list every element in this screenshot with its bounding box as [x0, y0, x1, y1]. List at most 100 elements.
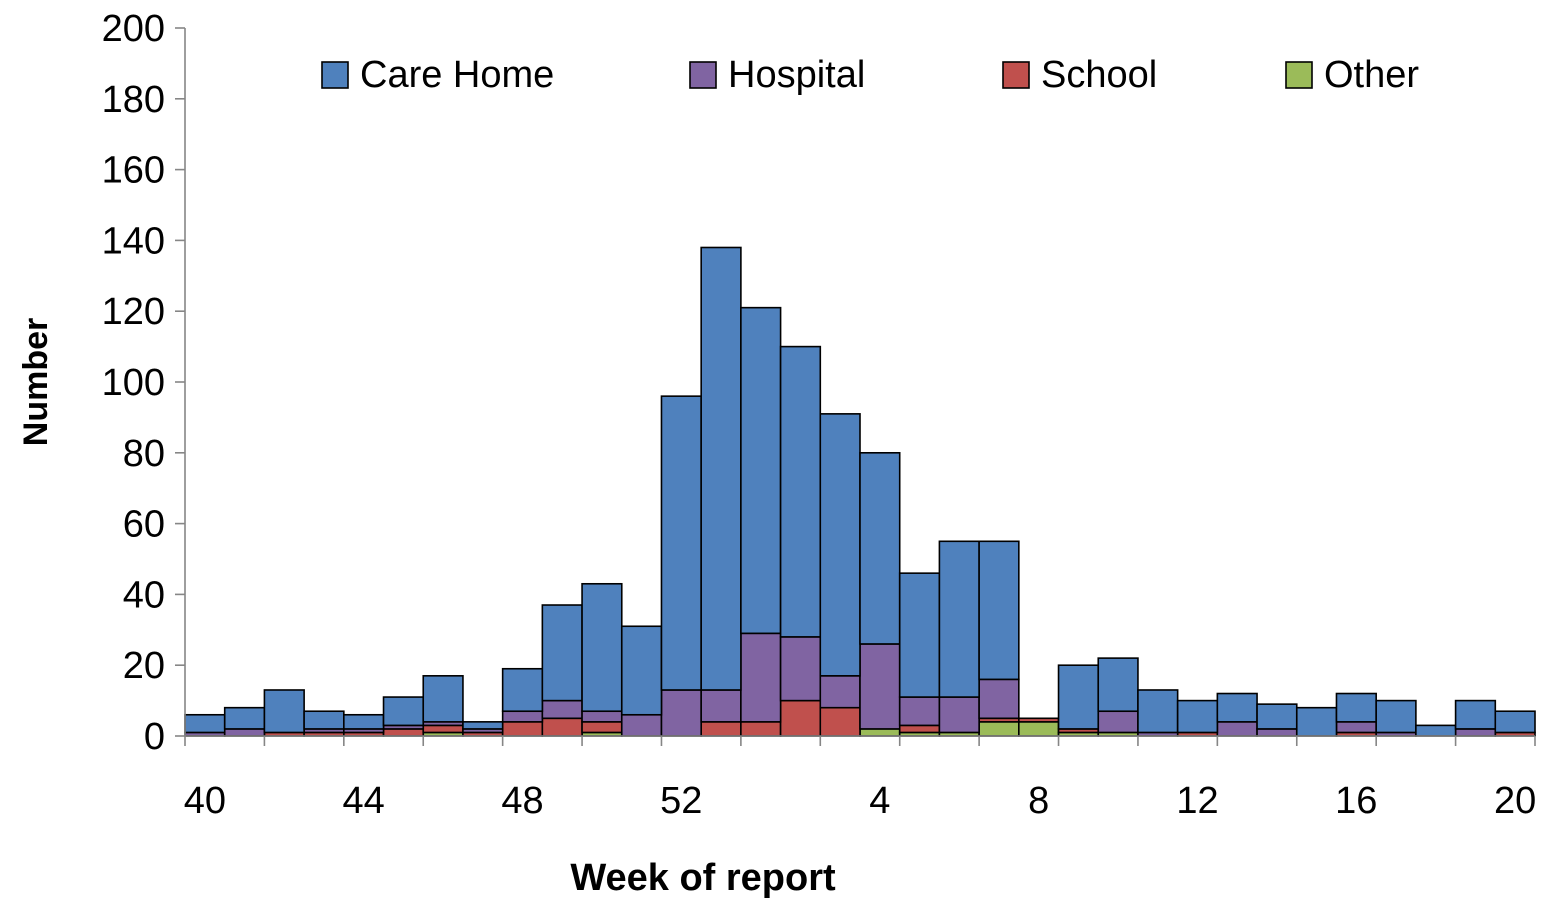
bar-care-home-11: [1137, 689, 1179, 734]
y-tick-label: 200: [102, 8, 165, 50]
bar-care-home-7: [978, 540, 1020, 681]
legend-label-care-home: Care Home: [360, 54, 554, 96]
bar-school-45: [382, 728, 425, 737]
bar-hospital-2: [779, 636, 822, 702]
bar-hospital-41: [223, 728, 266, 737]
legend-label-hospital: Hospital: [728, 54, 865, 96]
x-tick-label: 48: [501, 780, 543, 822]
y-tick-label: 80: [123, 433, 165, 475]
legend: Care Home Hospital School Other: [321, 54, 1419, 96]
x-tick-label: 4: [869, 780, 890, 822]
bar-hospital-48: [501, 710, 544, 723]
legend-swatch-other: [1285, 61, 1313, 89]
y-tick-label: 0: [144, 716, 165, 758]
bar-care-home-17: [1375, 699, 1417, 734]
x-tick-label: 16: [1335, 780, 1377, 822]
bar-care-home-14: [1256, 703, 1298, 730]
y-tick-label: 120: [102, 291, 165, 333]
bar-care-home-50: [581, 582, 623, 713]
bar-hospital-6: [938, 696, 980, 734]
bar-care-home-5: [898, 572, 941, 698]
x-tick-label: 12: [1176, 780, 1218, 822]
bar-care-home-2: [779, 345, 822, 638]
legend-label-school: School: [1041, 54, 1157, 96]
bar-hospital-7: [978, 678, 1020, 720]
bar-hospital-3: [819, 675, 861, 709]
bar-other-7: [978, 721, 1020, 737]
bar-care-home-20: [1494, 710, 1536, 734]
bar-hospital-52: [660, 689, 702, 737]
bar-school-46: [422, 724, 464, 734]
bar-school-50: [581, 721, 623, 734]
bar-care-home-46: [422, 675, 464, 723]
bar-care-home-47: [462, 721, 504, 730]
bars-layer: [184, 246, 1536, 737]
bar-school-5: [898, 724, 941, 734]
bar-care-home-49: [541, 604, 583, 702]
bar-hospital-51: [620, 713, 663, 737]
bar-hospital-13: [1216, 721, 1258, 737]
bar-care-home-10: [1097, 657, 1139, 713]
x-tick-label: 52: [660, 780, 702, 822]
y-tick-label: 160: [102, 150, 165, 192]
legend-swatch-care-home: [321, 61, 349, 89]
bar-care-home-9: [1057, 664, 1100, 730]
bar-care-home-15: [1295, 706, 1338, 737]
y-tick-label: 180: [102, 79, 165, 121]
bar-care-home-6: [938, 540, 980, 698]
y-axis-title: Number: [17, 318, 55, 446]
bar-care-home-18: [1415, 724, 1457, 737]
y-tick-label: 60: [123, 504, 165, 546]
bar-care-home-44: [343, 713, 385, 730]
bar-care-home-42: [263, 689, 305, 734]
bar-hospital-53: [700, 689, 742, 723]
legend-swatch-hospital: [689, 61, 717, 89]
bar-hospital-16: [1335, 721, 1377, 734]
bar-hospital-1: [740, 632, 782, 723]
legend-label-other: Other: [1324, 54, 1419, 96]
bar-school-3: [819, 706, 861, 737]
bar-care-home-19: [1454, 699, 1497, 730]
bar-care-home-41: [223, 706, 266, 730]
bar-hospital-5: [898, 696, 941, 727]
bar-care-home-53: [700, 246, 742, 691]
bar-school-1: [740, 721, 782, 737]
bar-care-home-1: [740, 306, 782, 635]
bar-school-49: [541, 717, 583, 737]
bar-school-53: [700, 721, 742, 737]
x-tick-label: 8: [1028, 780, 1049, 822]
bar-hospital-4: [859, 643, 901, 730]
bar-other-8: [1018, 721, 1060, 737]
bar-care-home-40: [184, 713, 226, 734]
x-axis-title: Week of report: [570, 857, 836, 899]
bar-care-home-43: [303, 710, 345, 730]
bar-hospital-14: [1256, 728, 1298, 737]
x-tick-label: 40: [184, 780, 226, 822]
bar-care-home-13: [1216, 692, 1258, 723]
bar-school-48: [501, 721, 544, 737]
bar-care-home-51: [620, 625, 663, 716]
legend-swatch-school: [1002, 61, 1030, 89]
y-tick-label: 100: [102, 362, 165, 404]
y-tick-label: 20: [123, 645, 165, 687]
bar-care-home-48: [501, 667, 544, 713]
bar-care-home-16: [1335, 692, 1377, 723]
bar-care-home-4: [859, 451, 901, 645]
bar-care-home-12: [1176, 699, 1219, 734]
bar-school-2: [779, 699, 822, 737]
bar-care-home-52: [660, 395, 702, 691]
x-tick-label: 44: [343, 780, 385, 822]
y-tick-label: 140: [102, 220, 165, 262]
bar-other-4: [859, 728, 901, 737]
x-tick-label: 20: [1494, 780, 1536, 822]
bar-hospital-50: [581, 710, 623, 723]
bar-care-home-3: [819, 413, 861, 677]
bar-hospital-10: [1097, 710, 1139, 734]
bar-hospital-19: [1454, 728, 1497, 737]
bar-school-8: [1018, 717, 1060, 723]
bar-hospital-49: [541, 699, 583, 720]
y-tick-label: 40: [123, 574, 165, 616]
